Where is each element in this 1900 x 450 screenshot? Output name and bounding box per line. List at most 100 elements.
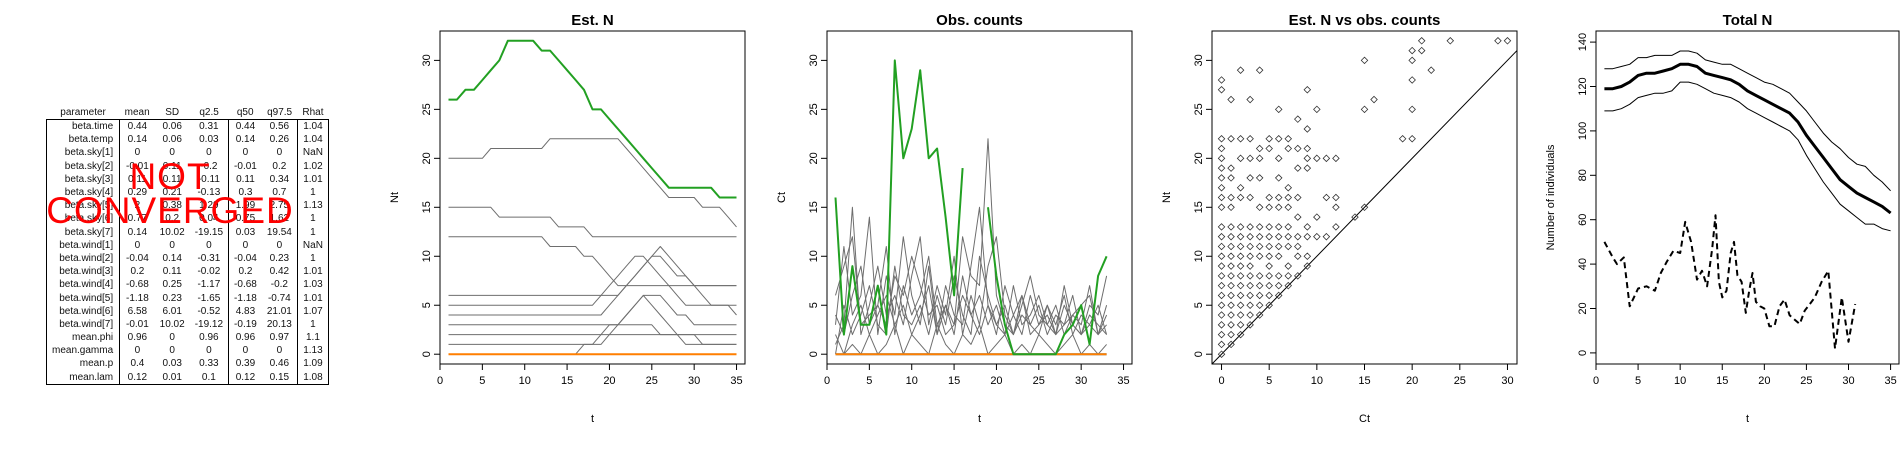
x-tick-label: 10 <box>1311 375 1323 387</box>
table-cell: 0.25 <box>162 279 182 291</box>
parameter-name-cell: beta.wind[1] <box>45 238 121 252</box>
table-cell: 0.04 <box>189 212 230 226</box>
table-cell: 1.13 <box>297 344 330 358</box>
y-tick-label: 0 <box>421 351 433 357</box>
table-cell: 1.04 <box>297 133 330 147</box>
data-point <box>1294 144 1302 153</box>
data-point <box>1217 232 1226 241</box>
table-cell: 0.03 <box>189 133 230 147</box>
parameter-name-cell: beta.wind[2] <box>45 251 121 266</box>
data-point <box>1227 174 1235 182</box>
data-point <box>1217 134 1226 143</box>
chart-title: Est. N vs obs. counts <box>1289 12 1441 29</box>
table-cell: 1.04 <box>297 119 330 134</box>
data-point <box>1217 350 1226 358</box>
y-tick-label: 40 <box>1577 258 1589 270</box>
data-point <box>1284 203 1293 212</box>
table-row: beta.sky[6] 0.77 0.2 0.04 0.75 1.62 1 <box>45 212 330 226</box>
data-point <box>1255 223 1264 231</box>
table-cell: 0.97 <box>261 331 298 345</box>
data-point <box>1236 232 1245 241</box>
parameter-name-cell: beta.sky[6] <box>45 212 121 226</box>
table-cell: -0.11 <box>189 172 230 186</box>
table-header-cell: q97.5 <box>267 107 293 118</box>
data-point <box>1274 281 1283 290</box>
x-tick-label: 0 <box>437 375 443 387</box>
table-row: beta.sky[2] -0.01 0.11 -0.2 -0.01 0.2 1.02 <box>45 159 330 173</box>
x-tick-label: 20 <box>1406 375 1418 387</box>
data-point <box>1217 223 1226 231</box>
data-point <box>1303 144 1312 153</box>
y-tick-label: 10 <box>808 250 820 262</box>
data-point <box>1217 154 1226 163</box>
table-cell: 0 <box>169 239 175 251</box>
data-point <box>1265 232 1273 241</box>
plot-content <box>1212 37 1517 364</box>
table-cell: 0 <box>261 146 298 160</box>
parameter-name-cell: beta.sky[5] <box>45 199 121 213</box>
data-point <box>1236 272 1245 280</box>
series-line-4 <box>1603 214 1857 350</box>
data-point <box>1494 37 1502 45</box>
table-cell: 0.2 <box>165 213 180 225</box>
table-cell: NaN <box>297 238 330 252</box>
table-cell: 0.44 <box>119 119 155 134</box>
table-cell: 21.01 <box>261 304 298 318</box>
table-cell: 1.07 <box>297 304 330 318</box>
data-point <box>1236 291 1245 300</box>
x-tick-label: 35 <box>1117 375 1129 387</box>
data-point <box>1351 213 1359 221</box>
table-cell: 0.01 <box>154 370 190 385</box>
x-tick-label: 5 <box>1635 375 1641 387</box>
series-line-3 <box>1604 81 1891 232</box>
series-line-5 <box>448 255 737 296</box>
y-tick-label: 140 <box>1577 33 1589 51</box>
data-point <box>1217 262 1226 270</box>
data-point <box>1274 272 1283 280</box>
table-cell: 0.38 <box>162 200 182 212</box>
data-point <box>1236 183 1245 192</box>
data-point <box>1360 105 1369 114</box>
table-row: mean.gamma 0 0 0 0 0 1.13 <box>45 344 330 358</box>
table-row: beta.wind[2] -0.04 0.14 -0.31 -0.04 0.23 1 <box>45 251 330 266</box>
data-point <box>1217 321 1226 329</box>
parameter-table: parameter mean SD q2.5 q50 q97.5 Rhat beta.tim… <box>45 106 330 385</box>
y-tick-label: 30 <box>808 54 820 66</box>
plot-content <box>834 59 1108 356</box>
data-point <box>1303 252 1312 261</box>
data-point <box>1227 203 1235 212</box>
data-point <box>1313 232 1321 241</box>
data-point <box>1246 252 1254 261</box>
parameter-name-cell: beta.wind[4] <box>45 278 121 292</box>
data-point <box>1274 242 1283 251</box>
data-point <box>1217 301 1226 310</box>
stamp-line-2: CONVERGED <box>46 190 294 231</box>
table-cell: 0 <box>189 146 230 160</box>
table-cell: 1.01 <box>297 291 330 305</box>
y-tick-label: 20 <box>1193 152 1205 164</box>
data-point <box>1294 252 1302 261</box>
chart-panel-2: Obs. counts 0 5 10 15 20 25 30 35 0 5 10 15 20 25 30 t Ct <box>776 12 1133 425</box>
table-cell: 0.06 <box>154 119 190 134</box>
table-cell: 6.01 <box>162 305 182 317</box>
data-point <box>1227 232 1235 241</box>
data-point <box>1398 134 1407 143</box>
data-point <box>1227 252 1235 261</box>
table-cell: 0.96 <box>127 332 148 344</box>
data-point <box>1313 213 1321 221</box>
table-cell: 0.46 <box>261 357 298 371</box>
table-cell: -0.68 <box>126 279 149 291</box>
y-tick-label: 25 <box>1193 103 1205 115</box>
data-point <box>1236 134 1245 143</box>
data-point <box>1360 56 1369 65</box>
data-point <box>1255 66 1264 74</box>
data-point <box>1236 311 1245 319</box>
data-point <box>1217 85 1226 94</box>
table-header-cell: q50 <box>236 107 254 118</box>
table-row: mean.lam 0.12 0.01 0.1 0.12 0.15 1.08 <box>45 370 330 385</box>
data-point <box>1227 311 1235 319</box>
y-tick-label: 20 <box>421 152 433 164</box>
series-line-7 <box>448 246 737 316</box>
table-cell: 0.1 <box>189 370 230 385</box>
data-point <box>1236 193 1245 202</box>
